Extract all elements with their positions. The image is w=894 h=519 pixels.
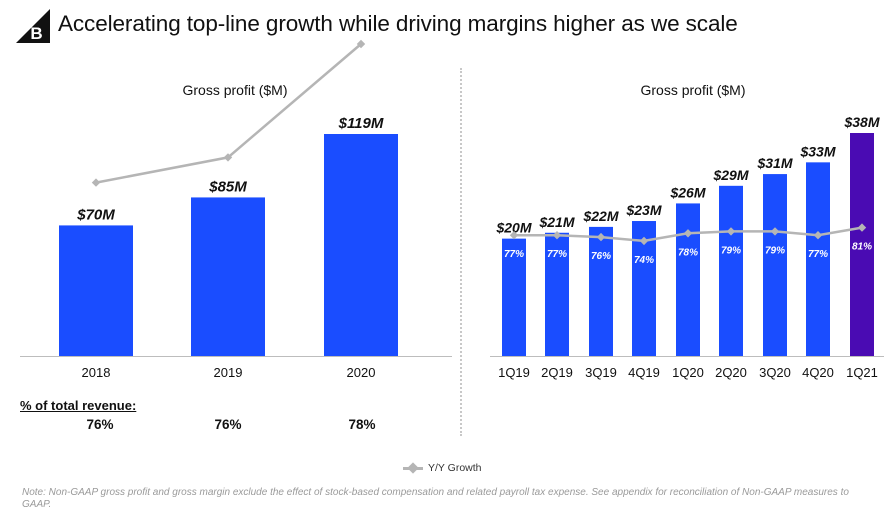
chart2-bar-1Q19	[502, 238, 526, 356]
chart2-growth-label-4Q19: 74%	[634, 255, 654, 266]
chart2-title: Gross profit ($M)	[640, 82, 745, 98]
chart2-value-label-2Q20: $29M	[712, 167, 748, 183]
revenue-pct-2020: 78%	[348, 417, 376, 432]
chart2-growth-point-2Q20	[726, 227, 736, 236]
legend-label: Y/Y Growth	[428, 462, 482, 474]
chart2-growth-point-1Q21	[857, 223, 867, 232]
revenue-pct-heading: % of total revenue:	[20, 398, 137, 413]
chart2-value-label-4Q19: $23M	[625, 202, 661, 218]
chart2-growth-point-2Q19	[552, 231, 562, 240]
chart1-growth-label-2019: 22%	[217, 171, 238, 182]
chart2-value-label-3Q19: $22M	[582, 208, 618, 224]
page-title: Accelerating top-line growth while drivi…	[58, 11, 738, 36]
chart1-growth-point-2019	[223, 153, 233, 162]
chart2-growth-point-4Q19	[639, 236, 649, 246]
chart2-x-tick-3Q20: 3Q20	[759, 365, 791, 380]
panel-divider	[460, 68, 462, 436]
chart2-growth-label-3Q20: 79%	[765, 245, 785, 256]
chart2-bar-2Q20	[719, 185, 743, 356]
chart2-x-tick-1Q20: 1Q20	[672, 365, 704, 380]
footnote: Note: Non-GAAP gross profit and gross ma…	[22, 487, 849, 510]
chart1-title: Gross profit ($M)	[182, 82, 287, 98]
chart2-growth-label-2Q19: 77%	[547, 249, 567, 260]
chart2-growth-label-4Q20: 77%	[808, 249, 828, 260]
chart2-growth-label-3Q19: 76%	[591, 251, 611, 262]
chart2-growth-label-2Q20: 79%	[721, 245, 741, 256]
svg-text:B: B	[30, 24, 42, 43]
bigcommerce-logo: B	[16, 9, 50, 43]
chart2-value-label-1Q19: $20M	[495, 220, 531, 236]
revenue-pct-2019: 76%	[214, 417, 242, 432]
chart2-growth-point-1Q19	[509, 231, 519, 240]
legend: Y/Y Growth	[403, 462, 482, 474]
chart1-x-tick-2020: 2020	[347, 365, 376, 380]
chart2-x-tick-2Q19: 2Q19	[541, 365, 573, 380]
chart1-growth-point-2018	[91, 178, 101, 187]
chart2-x-tick-4Q19: 4Q19	[628, 365, 660, 380]
chart2-value-label-1Q21: $38M	[843, 114, 879, 130]
chart1-value-label-2019: $85M	[208, 178, 247, 195]
chart2-bar-1Q20	[676, 203, 700, 356]
chart2-value-label-1Q20: $26M	[669, 184, 705, 200]
chart1-growth-line	[95, 43, 362, 184]
chart2-value-label-4Q20: $33M	[799, 143, 835, 159]
chart2-growth-point-3Q20	[770, 227, 780, 236]
chart2-growth-label-1Q21: 81%	[852, 242, 872, 253]
chart1-bar-2020	[324, 134, 398, 356]
chart1-bar-2018	[59, 225, 133, 356]
chart1-value-label-2018: $70M	[76, 206, 115, 223]
chart2-x-tick-2Q20: 2Q20	[715, 365, 747, 380]
chart2-growth-point-1Q20	[683, 229, 693, 238]
legend-line-diamond-icon	[403, 462, 423, 474]
chart1-x-tick-2018: 2018	[82, 365, 111, 380]
chart2-growth-point-3Q19	[596, 232, 606, 242]
chart1-growth-label-2020: 40%	[350, 58, 371, 69]
chart2-x-tick-3Q19: 3Q19	[585, 365, 617, 380]
chart2-x-tick-1Q19: 1Q19	[498, 365, 530, 380]
chart2-bar-3Q20	[763, 174, 787, 356]
chart2-value-label-3Q20: $31M	[756, 155, 792, 171]
revenue-pct-2018: 76%	[86, 417, 114, 432]
chart1-x-tick-2019: 2019	[214, 365, 243, 380]
chart1-growth-label-2018: 18%	[86, 197, 106, 208]
chart2-bar-2Q19	[545, 232, 569, 356]
chart1-bar-2019	[191, 197, 265, 356]
chart2-growth-label-1Q20: 78%	[678, 247, 698, 258]
chart1-growth-point-2020	[356, 39, 366, 49]
chart2-growth-point-4Q20	[813, 231, 823, 240]
chart1-value-label-2020: $119M	[338, 115, 384, 132]
chart2-value-label-2Q19: $21M	[538, 214, 574, 230]
chart2-bar-3Q19	[589, 226, 613, 356]
chart2-bar-4Q20	[806, 162, 830, 356]
chart2-growth-label-1Q19: 77%	[504, 249, 524, 260]
chart2-x-tick-4Q20: 4Q20	[802, 365, 834, 380]
chart2-bar-1Q21	[850, 133, 874, 356]
chart2-x-tick-1Q21: 1Q21	[846, 365, 878, 380]
